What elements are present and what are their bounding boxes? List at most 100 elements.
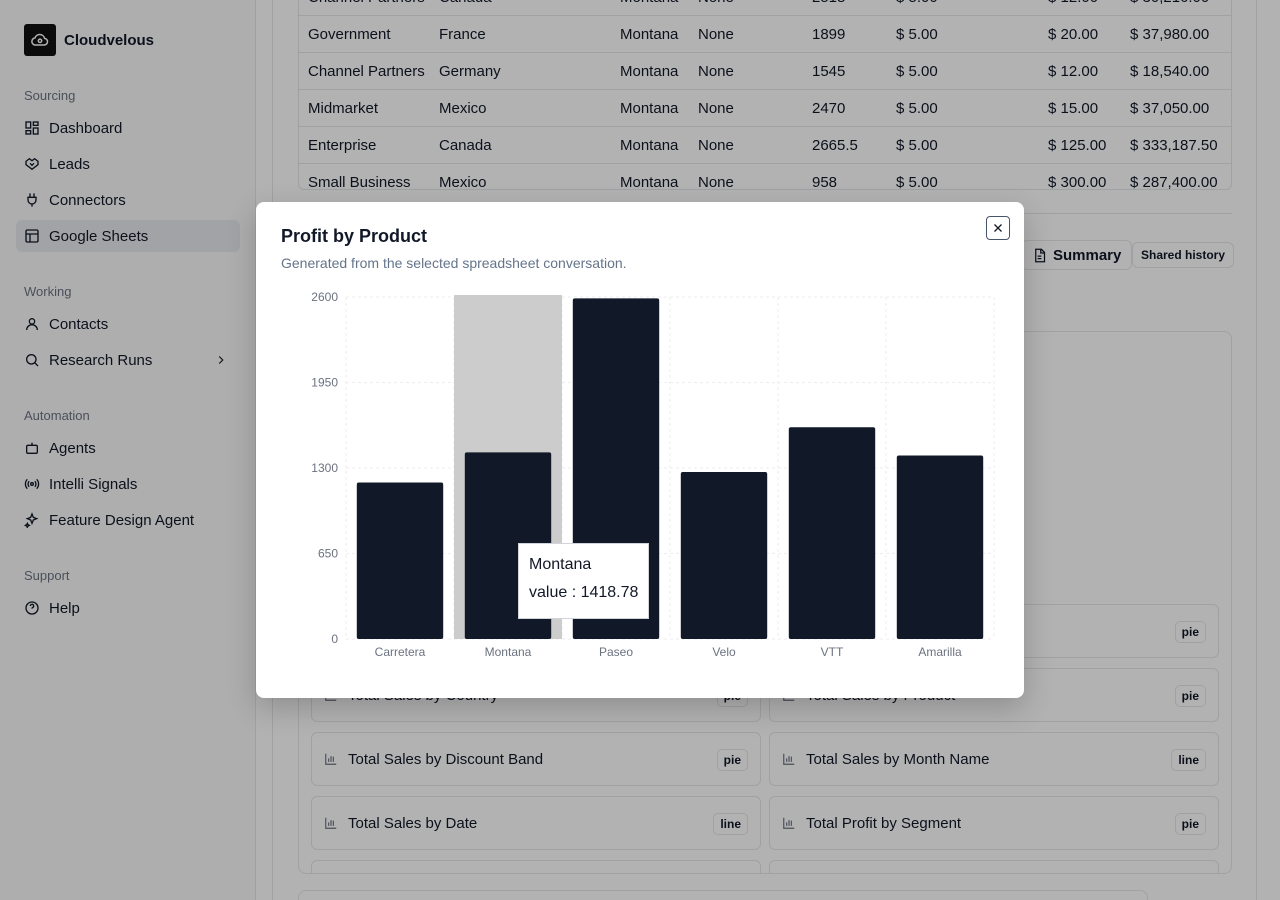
sheet-icon (25, 229, 39, 243)
table-cell: Small Business (308, 174, 411, 190)
table-cell: Mexico (439, 100, 487, 117)
table-row: Midmarket Mexico Montana None 2470 $ 5.00 $ 15… (299, 90, 1231, 127)
modal-title: Profit by Product (281, 226, 428, 246)
chart-card-partial[interactable] (769, 860, 1219, 873)
brand[interactable]: Cloudvelous (24, 24, 154, 56)
sidebar-item-google-sheets[interactable]: Google Sheets (16, 220, 240, 252)
table-row: Government France Montana None 1899 $ 5.00 $ 2… (299, 16, 1231, 53)
sidebar-item-feature-design-agent[interactable]: Feature Design Agent (16, 504, 240, 536)
table-cell: $ 12.00 (1048, 63, 1099, 80)
bar-velo[interactable] (680, 471, 768, 639)
table-cell: 1899 (812, 26, 846, 43)
bar-carretera[interactable] (356, 482, 444, 639)
radio-icon (24, 478, 40, 490)
table-cell: $ 20.00 (1048, 26, 1099, 43)
table-cell: Germany (439, 63, 501, 80)
x-tick-label: Paseo (599, 645, 633, 659)
table-cell: $ 30,216.00 (1130, 0, 1209, 6)
table-cell: $ 15.00 (1048, 100, 1099, 117)
table-cell: Channel Partners (308, 63, 425, 80)
x-tick-label: VTT (821, 645, 844, 659)
data-table: Channel Partners Canada Montana None 2518 $ 5… (298, 0, 1232, 190)
sidebar-item-connectors[interactable]: Connectors (16, 184, 240, 216)
sidebar-item-label: Leads (49, 155, 90, 173)
table-cell: $ 287,400.00 (1130, 174, 1218, 190)
table-cell: Montana (620, 0, 678, 6)
sparkles-icon (24, 512, 39, 528)
shared-history-button[interactable]: Shared history (1132, 242, 1235, 268)
table-cell: $ 18,540.00 (1130, 63, 1210, 80)
table-cell: None (698, 137, 734, 154)
modal-subtitle: Generated from the selected spreadsheet … (281, 255, 627, 271)
chart-card[interactable]: Total Sales by Date line (311, 796, 761, 850)
sidebar-item-help[interactable]: Help (16, 592, 240, 624)
table-cell: None (698, 63, 734, 80)
table-cell: Government (308, 26, 391, 43)
y-tick-label: 650 (318, 547, 338, 561)
sidebar-item-label: Agents (49, 439, 96, 457)
bot-icon (26, 442, 38, 454)
close-icon (994, 224, 1002, 232)
sidebar-item-intelli-signals[interactable]: Intelli Signals (16, 468, 240, 500)
chart-modal: Profit by Product Generated from the sel… (256, 202, 1024, 698)
help-icon (25, 601, 39, 615)
table-cell: 2665.5 (812, 137, 858, 154)
summary-button[interactable]: Summary (1021, 240, 1133, 270)
table-cell: France (439, 26, 486, 43)
sidebar-item-dashboard[interactable]: Dashboard (16, 112, 240, 144)
bar-chart: 0 650 1300 1950 2600 Carretera Montana Paseo Vel… (311, 290, 995, 659)
table-cell: Canada (439, 0, 492, 6)
sidebar-item-label: Connectors (49, 191, 126, 209)
bar-vtt[interactable] (788, 427, 876, 639)
chart-card-label: Total Sales by Date (348, 814, 478, 832)
x-tick-label: Montana (485, 645, 532, 659)
x-tick-label: Amarilla (918, 645, 962, 659)
table-row: Channel Partners Canada Montana None 2518 $ 5… (299, 0, 1231, 16)
chart-tooltip: Montana value : 1418.78 (518, 543, 649, 619)
sidebar-item-label: Help (49, 599, 80, 617)
chat-input[interactable] (298, 890, 1148, 900)
sidebar-item-contacts[interactable]: Contacts (16, 308, 240, 340)
sidebar-item-label: Google Sheets (49, 227, 149, 245)
chart-card[interactable]: Total Profit by Segment pie (769, 796, 1219, 850)
chart-card[interactable]: Total Sales by Discount Band pie (311, 732, 761, 786)
tooltip-value: value : 1418.78 (529, 584, 639, 601)
chart-card-partial[interactable] (311, 860, 761, 873)
cloud-logo-icon (24, 24, 56, 56)
close-button[interactable] (986, 216, 1010, 240)
chart-card[interactable]: Total Sales by Month Name line (769, 732, 1219, 786)
app-name: Cloudvelous (64, 31, 155, 49)
table-cell: $ 125.00 (1048, 137, 1107, 154)
chevron-right-icon[interactable] (214, 353, 228, 367)
table-cell: $ 5.00 (896, 137, 938, 154)
table-cell: 958 (812, 174, 838, 190)
sidebar-item-agents[interactable]: Agents (16, 432, 240, 464)
plug-icon (27, 193, 37, 207)
table-cell: Channel Partners (308, 0, 425, 6)
sidebar-item-label: Dashboard (49, 119, 123, 137)
sidebar-item-research-runs[interactable]: Research Runs (16, 344, 240, 376)
table-cell: $ 12.00 (1048, 0, 1098, 6)
bar-amarilla[interactable] (896, 455, 984, 639)
sidebar-item-leads[interactable]: Leads (16, 148, 240, 180)
dashboard-icon (25, 121, 39, 135)
table-cell: $ 333,187.50 (1130, 137, 1218, 154)
search-icon (26, 354, 39, 367)
handshake-icon (25, 157, 39, 171)
table-cell: 2518 (812, 0, 845, 6)
summary-label: Summary (1053, 246, 1122, 264)
y-tick-label: 2600 (311, 290, 338, 304)
document-icon (1035, 248, 1046, 262)
sidebar: Cloudvelous Sourcing Dashboard Leads Con… (0, 0, 256, 900)
table-cell: Midmarket (308, 100, 379, 117)
table-cell: $ 5.00 (896, 26, 938, 43)
table-cell: Montana (620, 26, 679, 43)
chart-type-badge: line (713, 813, 748, 835)
sidebar-item-label: Intelli Signals (49, 475, 138, 493)
table-cell: None (698, 174, 734, 190)
user-icon (26, 318, 38, 331)
bar-chart-icon (325, 817, 337, 829)
table-cell: Montana (620, 63, 679, 80)
section-label-sourcing: Sourcing (24, 88, 76, 103)
table-cell: Montana (620, 100, 679, 117)
